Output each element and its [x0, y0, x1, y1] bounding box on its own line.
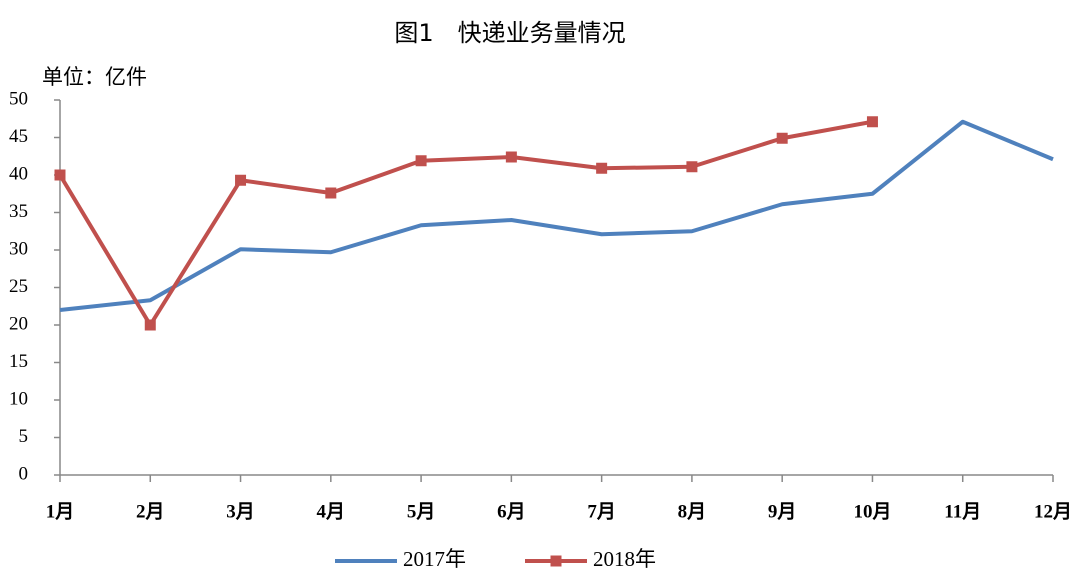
x-tick-label: 2月 [136, 501, 165, 522]
marker [54, 169, 66, 181]
y-tick-label: 25 [9, 276, 28, 297]
x-tick-label: 10月 [853, 501, 891, 522]
y-tick-label: 35 [9, 201, 28, 222]
y-tick-label: 0 [19, 463, 29, 484]
chart-title: 图1 快递业务量情况 [394, 19, 625, 47]
y-tick-label: 30 [9, 238, 28, 259]
x-tick-label: 1月 [46, 501, 75, 522]
x-tick-label: 6月 [497, 501, 526, 522]
legend-label: 2017年 [403, 547, 466, 571]
y-tick-label: 50 [9, 88, 28, 109]
y-tick-label: 15 [9, 351, 28, 372]
x-tick-label: 7月 [587, 501, 616, 522]
x-tick-label: 3月 [226, 501, 255, 522]
marker [866, 116, 878, 128]
x-tick-label: 4月 [317, 501, 346, 522]
marker [596, 162, 608, 174]
marker [144, 319, 156, 331]
legend-label: 2018年 [593, 547, 656, 571]
y-tick-label: 40 [9, 163, 28, 184]
y-tick-label: 45 [9, 126, 28, 147]
series-line [58, 119, 873, 327]
marker [776, 132, 788, 144]
legend-marker [550, 555, 562, 567]
y-tick-label: 10 [9, 388, 28, 409]
x-tick-label: 8月 [678, 501, 707, 522]
y-axis-label: 单位：亿件 [42, 65, 147, 89]
x-tick-label: 11月 [944, 501, 981, 522]
marker [415, 155, 427, 167]
x-tick-label: 12月 [1034, 501, 1072, 522]
marker [235, 174, 247, 186]
y-tick-label: 5 [19, 426, 29, 447]
x-tick-label: 9月 [768, 501, 797, 522]
x-tick-label: 5月 [407, 501, 436, 522]
marker [686, 161, 698, 173]
y-tick-label: 20 [9, 313, 28, 334]
marker [325, 187, 337, 199]
series-line [59, 119, 1054, 312]
marker [505, 151, 517, 163]
